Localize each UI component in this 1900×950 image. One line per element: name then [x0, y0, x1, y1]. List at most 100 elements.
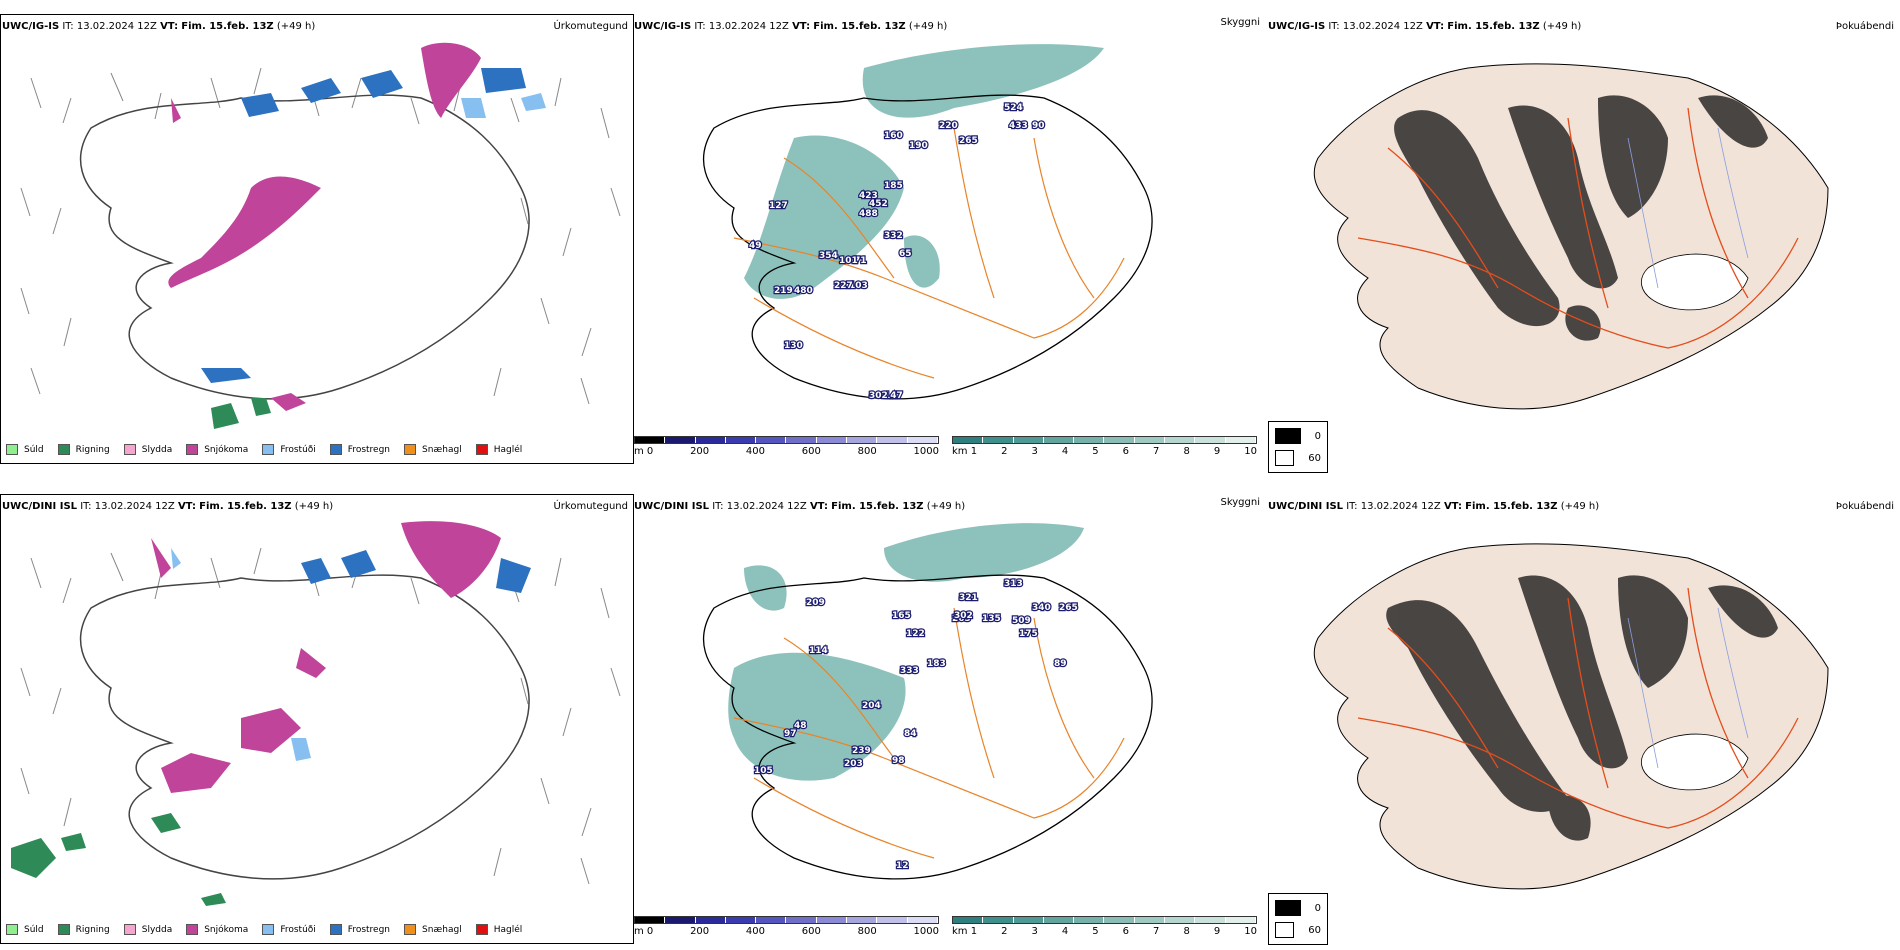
ceiling-value-label: 130: [784, 341, 803, 351]
scale-tick: 4: [1061, 926, 1069, 937]
legend-item: Rigning: [57, 444, 110, 455]
scale-tick: 4: [1061, 446, 1069, 457]
scale-segment: [816, 437, 848, 443]
roads: [1357, 587, 1799, 829]
ceiling-value-label: 227: [834, 281, 853, 291]
scale-tick: 10: [1244, 446, 1257, 457]
fog-legend-label: 60: [1308, 452, 1321, 464]
it-value: 13.02.2024 12Z: [726, 501, 807, 512]
ceiling-value-label: 321: [959, 593, 978, 603]
scale-tick: 1000: [913, 926, 939, 937]
ceiling-value-label: 354: [819, 251, 838, 261]
fog-map: [1313, 543, 1829, 890]
scale-segment: [847, 917, 878, 923]
vt-label: VT:: [1426, 21, 1445, 32]
legend-label: Súld: [24, 924, 44, 935]
ceiling-value-label: 524: [1004, 103, 1023, 113]
ceiling-value-label: 302: [954, 611, 973, 621]
ceiling-value-label: 185: [884, 181, 903, 191]
scale-segment: [1074, 437, 1105, 443]
vt-label: VT:: [792, 21, 811, 32]
roads: [733, 607, 1125, 859]
it-value: 13.02.2024 12Z: [1342, 21, 1423, 32]
vt-label: VT:: [809, 501, 828, 512]
legend-label: Haglél: [493, 444, 523, 455]
lead-time: (+49 h): [294, 501, 334, 512]
scale-tick: m 0: [634, 926, 654, 937]
ceiling-value-label: 127: [769, 201, 788, 211]
scale-segment: [877, 437, 908, 443]
scale-segment: [907, 437, 938, 443]
legend-swatch: [404, 924, 417, 935]
rain-areas: [11, 813, 226, 906]
ceiling-value-label: 480: [794, 286, 813, 296]
ceiling-value-label: 488: [859, 209, 878, 219]
ceiling-value-label: 114: [809, 646, 828, 656]
scale-segment: [1165, 437, 1196, 443]
scale-segment: [1225, 917, 1256, 923]
vt-value: Fim. 15.feb. 13Z: [181, 21, 274, 32]
ceiling-value-label: 97: [784, 729, 797, 739]
ceiling-value-label: 65: [899, 249, 912, 259]
scale-tick: 200: [690, 926, 710, 937]
legend-item: Frostúði: [262, 444, 316, 455]
scale-segment: [1134, 917, 1166, 923]
scale-segment: [1104, 437, 1135, 443]
fog-index-shading: [1386, 575, 1778, 841]
scale-tick: 3: [1031, 926, 1038, 937]
lead-time: (+49 h): [1542, 21, 1582, 32]
panel-header: UWC/DINI ISL IT: 13.02.2024 12Z VT: Fim.…: [634, 497, 1264, 516]
legend-item: Snjókoma: [186, 444, 248, 455]
scale-tick: 2: [1001, 446, 1008, 457]
cloud-base-map: 313 340 265 321 263 135 509 175 89 165 122 183 333 20…: [702, 523, 1153, 880]
iceland-outline: [79, 94, 530, 400]
scale-segment: [1074, 917, 1105, 923]
lead-time: (+49 h): [908, 21, 948, 32]
ceiling-value-label: 101: [839, 256, 858, 266]
rivers: [1627, 607, 1749, 769]
fog-legend-row: 0: [1275, 900, 1321, 916]
scale-tick: 3: [1031, 446, 1038, 457]
legend-item: Slydda: [123, 924, 172, 935]
legend-label: Snæhagl: [422, 444, 462, 455]
fog-index-legend: 0 60: [1268, 421, 1328, 473]
scale-segment: [907, 917, 938, 923]
scale-tick: 7: [1153, 926, 1160, 937]
precip-type-legend: Súld Rigning Slydda Snjókoma Frostúði Frostre…: [6, 924, 536, 935]
it-value: 13.02.2024 12Z: [708, 21, 789, 32]
ceiling-value-label: 509: [1012, 616, 1031, 626]
fog-legend-row: 60: [1275, 450, 1321, 466]
ceiling-value-label: 219: [774, 286, 793, 296]
ceiling-value-label: 49: [749, 241, 762, 251]
scale-segment: [1013, 917, 1044, 923]
legend-swatch: [6, 444, 18, 455]
scale-segment: [1195, 437, 1226, 443]
it-value: 13.02.2024 12Z: [1360, 501, 1441, 512]
legend-swatch: [404, 444, 417, 455]
ceiling-value-label: 90: [1032, 121, 1045, 131]
rain-areas: [211, 398, 271, 429]
ceiling-value-label: 333: [900, 666, 919, 676]
scale-tick: 8: [1183, 446, 1190, 457]
legend-item: Haglél: [475, 924, 522, 935]
legend-swatch: [57, 924, 70, 935]
scale-segment: [695, 437, 726, 443]
legend-swatch: [123, 924, 136, 935]
scale-segment: [665, 437, 696, 443]
scale-segment: [983, 917, 1014, 923]
scale-segment: [635, 437, 666, 443]
ceiling-value-label: 12: [896, 861, 909, 871]
scale-tick: 5: [1092, 446, 1099, 457]
legend-label: Súld: [24, 444, 44, 455]
ceiling-value-label: 105: [754, 766, 773, 776]
ceiling-value-label: 265: [1059, 603, 1078, 613]
vt-value: Fim. 15.feb. 13Z: [831, 501, 924, 512]
panel-header: UWC/DINI ISL IT: 13.02.2024 12Z VT: Fim.…: [1268, 500, 1898, 516]
ceiling-value-label: 122: [906, 629, 925, 639]
fog-legend-label: 0: [1314, 430, 1321, 442]
ceiling-value-label: 452: [869, 199, 888, 209]
glacier-vatnajokull: [1641, 733, 1749, 791]
scale-segment: [1195, 917, 1226, 923]
ceiling-value-label: 98: [892, 756, 905, 766]
